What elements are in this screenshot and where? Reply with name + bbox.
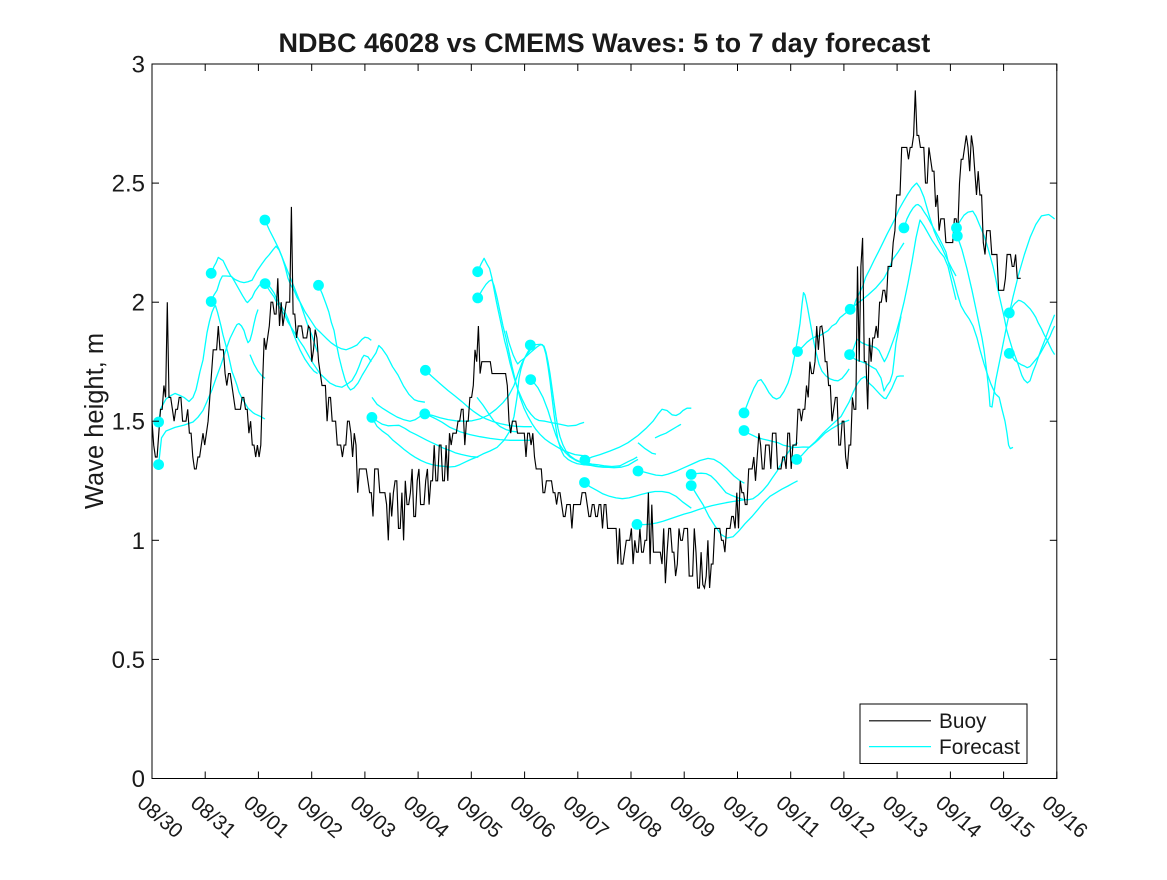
svg-text:2: 2	[132, 290, 145, 317]
svg-text:2.5: 2.5	[112, 171, 145, 198]
svg-text:0: 0	[132, 766, 145, 793]
svg-text:3: 3	[132, 52, 145, 79]
svg-text:Wave height, m: Wave height, m	[81, 333, 109, 509]
svg-text:Forecast: Forecast	[939, 736, 1020, 759]
svg-text:Buoy: Buoy	[939, 710, 987, 733]
svg-text:1: 1	[132, 528, 145, 555]
svg-text:1.5: 1.5	[112, 409, 145, 436]
svg-text:0.5: 0.5	[112, 647, 145, 674]
svg-text:NDBC 46028 vs CMEMS Waves: 5 t: NDBC 46028 vs CMEMS Waves: 5 to 7 day fo…	[279, 28, 931, 58]
